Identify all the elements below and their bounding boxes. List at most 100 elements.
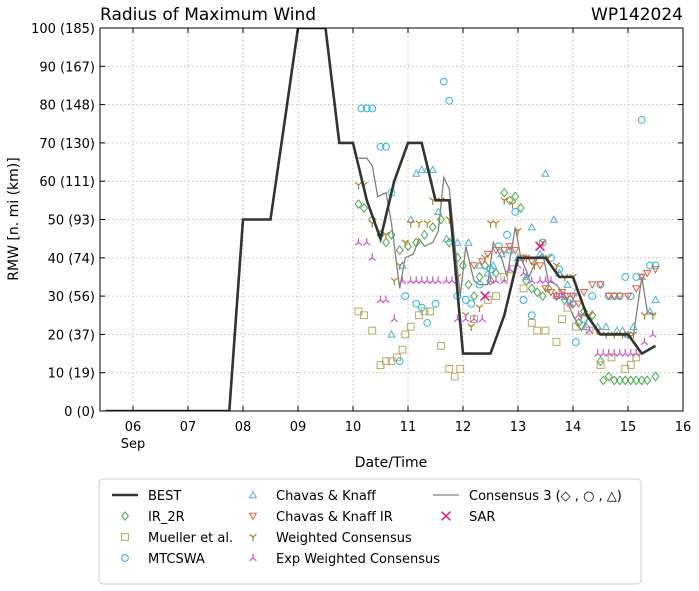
data-point-mtcswa <box>527 311 536 320</box>
data-point-exp-weighted-consensus <box>604 349 613 357</box>
x-tick-label: 15 <box>620 420 637 435</box>
y-axis-label: RMW [n. mi (km)] <box>6 157 22 280</box>
data-point-chavas-knaff <box>527 222 536 231</box>
data-point-ir-2r <box>395 245 404 256</box>
x-tick-label: 08 <box>235 420 252 435</box>
data-point-weighted-consensus <box>390 277 399 286</box>
data-point-ir-2r <box>637 375 646 386</box>
series-exp-weighted-consensus <box>354 238 657 357</box>
data-point-exp-weighted-consensus <box>615 349 624 357</box>
data-point-chavas-knaff-ir <box>541 285 550 293</box>
legend-item-mtcswa: MTCSWA <box>121 552 205 567</box>
data-point-mtcswa <box>580 315 588 323</box>
y-tick-label: 90 (167) <box>39 60 95 75</box>
data-point-mueller-et-al <box>445 364 454 373</box>
data-point-chavas-knaff-ir <box>483 250 492 259</box>
data-point-ir-2r <box>538 291 547 302</box>
data-point-mueller-et-al <box>360 311 368 320</box>
data-point-mueller-et-al <box>368 326 377 335</box>
y-tick-label: 50 (93) <box>48 214 95 229</box>
data-point-mtcswa <box>494 242 503 251</box>
data-point-ir-2r <box>516 203 525 214</box>
data-point-exp-weighted-consensus <box>492 276 500 284</box>
data-point-chavas-knaff <box>434 207 443 216</box>
storm-id: WP142024 <box>591 5 683 25</box>
data-point-chavas-knaff <box>428 165 437 173</box>
data-point-weighted-consensus <box>500 197 509 205</box>
data-point-chavas-knaff <box>453 238 462 246</box>
x-tick-label: 07 <box>180 420 197 435</box>
data-point-mtcswa <box>486 265 495 274</box>
data-point-ir-2r <box>505 195 514 206</box>
data-point-weighted-consensus <box>475 304 484 312</box>
data-point-chavas-knaff <box>412 169 421 177</box>
legend-label: SAR <box>469 510 495 525</box>
data-point-ir-2r <box>596 356 605 367</box>
data-point-mueller-et-al <box>533 326 542 335</box>
data-point-mtcswa <box>376 142 385 151</box>
data-point-mueller-et-al <box>519 284 528 293</box>
data-point-weighted-consensus <box>508 200 517 209</box>
data-point-mtcswa <box>412 299 421 308</box>
legend-item-best: BEST <box>112 489 181 504</box>
data-point-weighted-consensus <box>467 323 476 332</box>
data-point-ir-2r <box>632 375 641 386</box>
legend-item-weighted-consensus: Weighted Consensus <box>249 531 412 546</box>
data-point-exp-weighted-consensus <box>390 314 399 323</box>
x-axis-label: Date/Time <box>355 455 427 471</box>
data-point-ir-2r <box>599 375 608 386</box>
data-point-ir-2r <box>420 229 429 240</box>
data-point-chavas-knaff <box>505 245 514 254</box>
data-point-exp-weighted-consensus <box>547 276 555 284</box>
data-point-ir-2r <box>458 260 468 271</box>
data-point-chavas-knaff <box>582 322 591 330</box>
x-tick-label: 09 <box>290 420 307 435</box>
data-point-mueller-et-al <box>527 319 536 327</box>
data-point-weighted-consensus <box>486 220 495 228</box>
data-point-weighted-consensus <box>354 181 363 190</box>
y-tick-label: 40 (74) <box>48 252 95 267</box>
x-tick-label: 13 <box>510 420 527 435</box>
y-tick-label: 20 (37) <box>48 328 95 343</box>
data-point-ir-2r <box>604 371 613 382</box>
y-tick-label: 80 (148) <box>39 99 95 114</box>
data-point-exp-weighted-consensus <box>368 253 377 261</box>
data-point-chavas-knaff-ir <box>491 246 501 255</box>
data-point-exp-weighted-consensus <box>428 276 437 284</box>
data-point-chavas-knaff <box>387 329 396 338</box>
data-point-exp-weighted-consensus <box>412 276 421 284</box>
legend-item-consensus-3: Consensus 3 (◇ , ○ , △) <box>433 489 622 504</box>
data-point-exp-weighted-consensus <box>505 264 514 273</box>
legend-label: IR_2R <box>148 510 185 525</box>
data-point-exp-weighted-consensus <box>448 276 456 284</box>
legend-swatch <box>249 533 257 542</box>
data-point-mtcswa <box>417 303 426 312</box>
plot-frame <box>99 27 684 412</box>
data-point-ir-2r <box>574 317 583 328</box>
data-point-ir-2r <box>475 271 484 282</box>
data-point-chavas-knaff <box>489 261 498 269</box>
data-point-ir-2r <box>511 191 520 202</box>
series-sar <box>480 241 545 302</box>
y-tick-label: 60 (111) <box>39 175 95 190</box>
data-point-mueller-et-al <box>571 322 580 331</box>
data-point-ir-2r <box>615 375 624 386</box>
data-point-exp-weighted-consensus <box>527 276 536 284</box>
data-point-chavas-knaff-ir <box>535 262 545 270</box>
data-point-mueller-et-al <box>401 330 410 339</box>
data-point-mtcswa <box>467 299 476 308</box>
y-tick-label: 30 (56) <box>48 290 95 305</box>
series-chavas-knaff <box>387 165 660 338</box>
data-point-chavas-knaff-ir <box>478 258 487 267</box>
data-point-exp-weighted-consensus <box>417 276 426 284</box>
data-point-exp-weighted-consensus <box>640 337 649 346</box>
data-point-mueller-et-al <box>541 326 550 335</box>
data-point-chavas-knaff <box>406 215 415 223</box>
legend-label: Exp Weighted Consensus <box>276 552 440 567</box>
data-point-ir-2r <box>412 237 421 248</box>
data-point-ir-2r <box>436 214 446 225</box>
legend-item-exp-weighted-consensus: Exp Weighted Consensus <box>249 552 440 567</box>
data-point-ir-2r <box>588 310 597 321</box>
legend-label: Chavas & Knaff IR <box>276 510 393 525</box>
